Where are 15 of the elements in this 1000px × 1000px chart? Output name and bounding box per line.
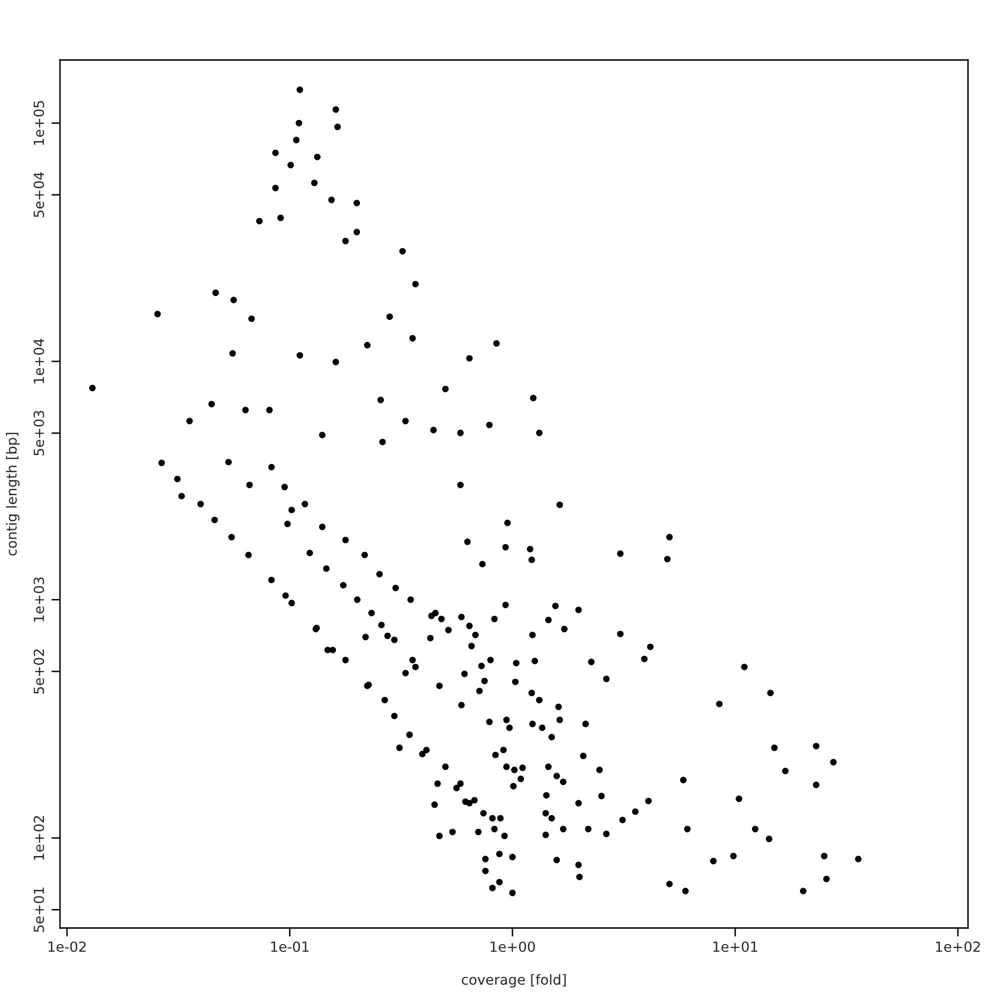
y-tick-label: 1e+03 — [34, 577, 44, 622]
y-tick-label: 1e+05 — [34, 100, 44, 145]
y-axis-title: contig length [bp] — [6, 432, 20, 556]
x-tick-label: 1e-01 — [271, 941, 308, 952]
x-axis-title: coverage [fold] — [462, 974, 566, 988]
x-tick-label: 1e+02 — [936, 941, 980, 952]
y-tick-label: 5e+04 — [34, 172, 44, 218]
y-tick-label: 1e+04 — [34, 338, 44, 384]
y-tick-label: 1e+02 — [34, 816, 44, 860]
x-tick-label: 1e+00 — [490, 941, 535, 952]
x-tick-label: 1e-02 — [48, 941, 86, 952]
y-tick-label: 5e+01 — [34, 888, 44, 932]
x-tick-label: 1e+01 — [713, 941, 758, 952]
y-tick-label: 5e+02 — [34, 649, 44, 694]
y-tick-label: 5e+03 — [34, 410, 44, 456]
